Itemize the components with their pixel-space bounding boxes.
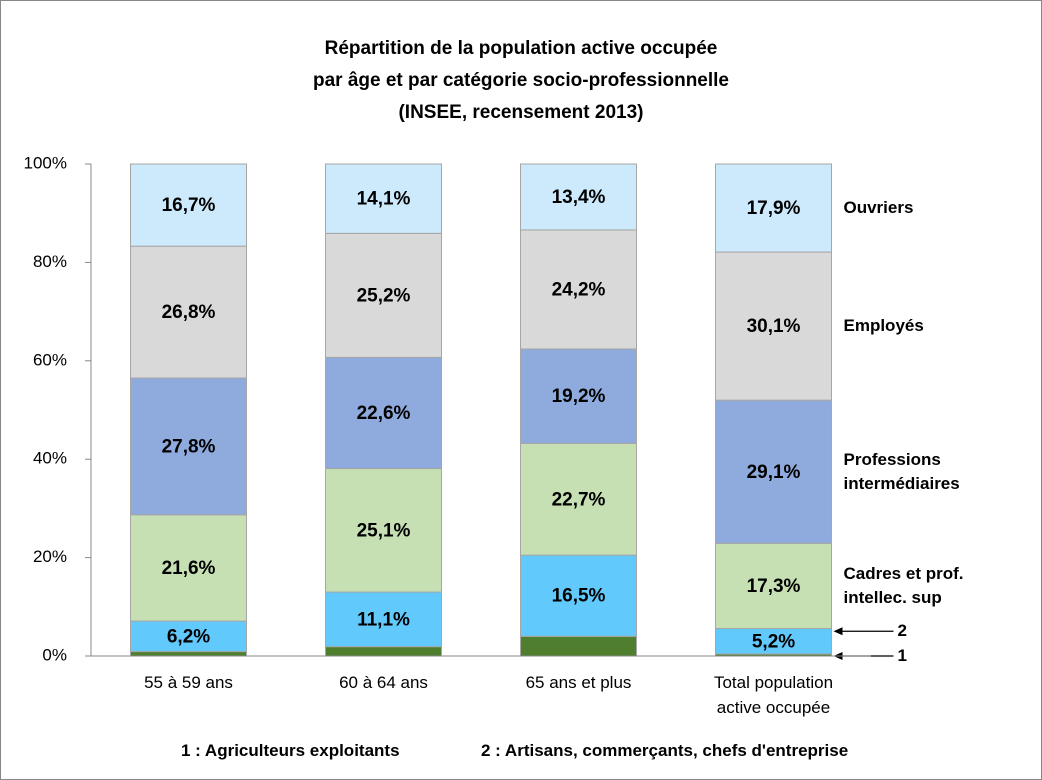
- chart-title: Répartition de la population active occu…: [312, 38, 729, 123]
- data-label: 22,6%: [357, 403, 411, 424]
- bar-segment: [520, 348, 637, 444]
- data-label: 14,1%: [357, 189, 411, 210]
- y-tick-label: 80%: [33, 252, 67, 271]
- legend-label: Cadres et prof. intellec. sup: [843, 563, 964, 607]
- bar-segment: [325, 232, 442, 358]
- bar-segment: [130, 245, 247, 379]
- bar-segment: [130, 163, 247, 247]
- footnote: 1 : Agriculteurs exploitants: [181, 741, 400, 760]
- data-label: 13,4%: [552, 187, 606, 208]
- data-label: 17,3%: [747, 576, 801, 597]
- data-label: 11,1%: [357, 609, 410, 630]
- x-tick-label: 60 à 64 ans: [339, 673, 428, 692]
- data-label: 29,1%: [747, 462, 801, 483]
- y-tick-label: 20%: [33, 547, 67, 566]
- x-tick-label: 55 à 59 ans: [144, 673, 233, 692]
- bar-segment: [520, 635, 637, 657]
- data-label: 17,9%: [747, 198, 801, 219]
- data-label: 22,7%: [552, 489, 606, 510]
- data-label: 19,2%: [552, 386, 606, 407]
- data-label: 5,2%: [752, 631, 795, 652]
- x-tick-label: Total population active occupée: [713, 673, 834, 717]
- bar-segment: [325, 646, 442, 657]
- y-tick-label: 0%: [42, 645, 67, 664]
- bar-segment: [715, 627, 832, 655]
- y-tick-label: 100%: [24, 153, 67, 172]
- bar-segment: [325, 468, 442, 593]
- bar-segment: [520, 163, 637, 231]
- data-label: 21,6%: [162, 558, 216, 579]
- legend-label: Professions intermédiaires: [843, 449, 960, 493]
- y-tick-label: 60%: [33, 350, 67, 369]
- footnote: 2 : Artisans, commerçants, chefs d'entre…: [481, 741, 849, 760]
- legend-label: 1: [897, 646, 907, 665]
- legend-label: 2: [897, 621, 907, 641]
- data-label: 25,2%: [357, 285, 411, 306]
- bar-segment: [715, 251, 832, 401]
- data-label: 30,1%: [747, 316, 801, 337]
- bar-segment: [325, 591, 442, 648]
- bar-segment: [130, 620, 247, 653]
- data-label: 16,5%: [552, 586, 606, 607]
- y-tick-label: 40%: [33, 449, 67, 468]
- bar-segment: [715, 542, 832, 629]
- bar-segment: [325, 356, 442, 470]
- data-label: 25,1%: [357, 520, 411, 541]
- data-label: 6,2%: [167, 626, 210, 647]
- data-label: 27,8%: [162, 436, 216, 457]
- data-label: 16,7%: [162, 195, 216, 216]
- bar-segment: [130, 514, 247, 622]
- data-label: 26,8%: [162, 302, 216, 323]
- legend-label: Ouvriers: [843, 198, 914, 218]
- bar-segment: [130, 377, 247, 516]
- bar-segment: [715, 399, 832, 544]
- data-label: 24,2%: [552, 279, 606, 300]
- bar-segment: [325, 163, 442, 234]
- arrow-head: [833, 627, 843, 636]
- legend-label: Employés: [843, 316, 924, 336]
- bar-segment: [520, 554, 637, 637]
- x-tick-label: 65 ans et plus: [525, 673, 632, 692]
- bar-segment: [130, 651, 247, 657]
- bar-segment: [715, 163, 832, 253]
- bar-segment: [520, 229, 637, 350]
